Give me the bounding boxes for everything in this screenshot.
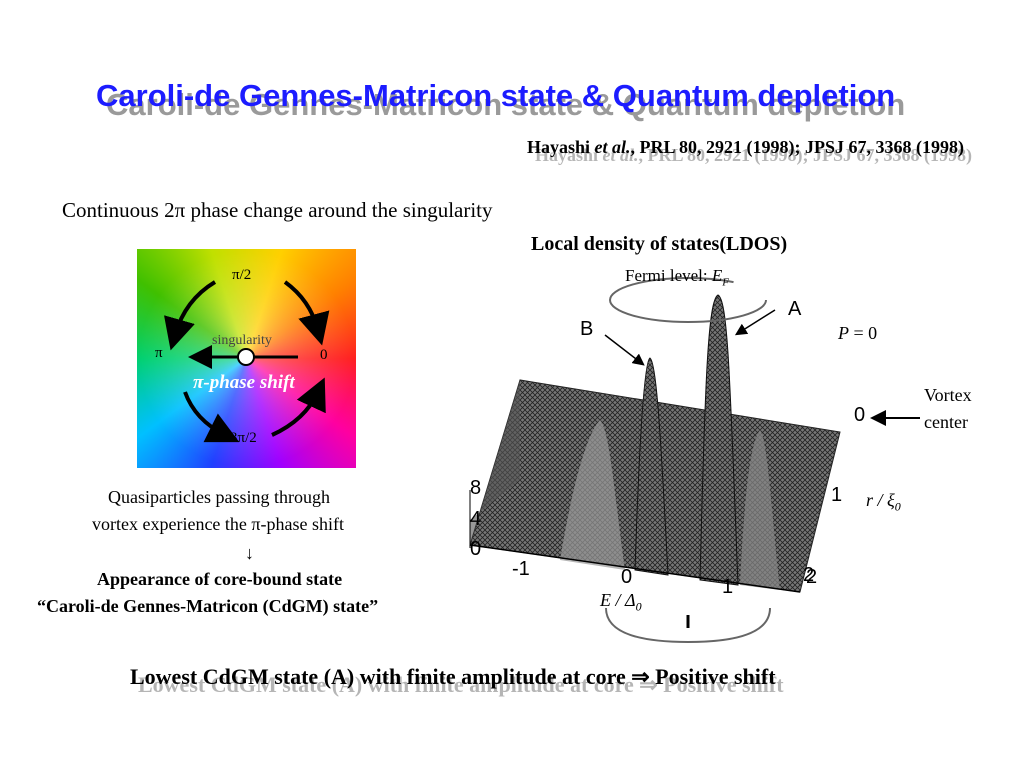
height-tick: 0: [470, 538, 482, 560]
fermi-arc: [609, 277, 767, 323]
ref-author: Hayashi: [526, 137, 595, 157]
slide-title: Caroli-de Gennes-Matricon state & Quantu…: [96, 78, 896, 113]
energy-tick: 0: [621, 566, 633, 588]
bottom-arc: [605, 607, 771, 644]
ldos-surface: [469, 294, 841, 593]
energy-tick: 2: [803, 564, 815, 586]
phase-label-bottom: 3π/2: [230, 430, 257, 446]
momentum-label: P = 0: [838, 323, 877, 344]
phase-label-left: π: [155, 345, 163, 361]
phase-label-top: π/2: [232, 267, 252, 283]
height-tick: 4: [470, 508, 482, 530]
momentum-rest: = 0: [849, 323, 878, 343]
vortex-label: Vortex: [924, 385, 972, 405]
down-arrow: ↓: [245, 543, 254, 563]
energy-tick: 1: [722, 576, 734, 598]
r-tick: 2: [806, 566, 818, 588]
energy-tick: -1: [512, 558, 530, 580]
reference: Hayashi et al., PRL 80, 2921 (1998); JPS…: [527, 137, 964, 158]
energy-symbol: E / Δ: [600, 590, 636, 610]
r-sub: 0: [894, 499, 901, 514]
r-label: r / ξ0: [866, 490, 901, 515]
vortex-label: center: [924, 412, 968, 432]
phase-caption: π-phase shift: [193, 372, 295, 393]
energy-sub: 0: [635, 599, 642, 614]
momentum-symbol: P: [838, 323, 849, 343]
peak-a-label: A: [788, 298, 802, 320]
arrow-b: [604, 334, 645, 366]
explanation-line: vortex experience the π-phase shift: [92, 514, 344, 534]
conclusion-line: Appearance of core-bound state: [97, 569, 343, 589]
fermi-sub: F: [722, 276, 729, 289]
phase-label-right: 0: [320, 347, 328, 363]
footer: Lowest CdGM state (A) with finite amplit…: [130, 664, 776, 689]
fermi-symbol: E: [711, 266, 723, 285]
height-tick: 8: [470, 477, 482, 499]
energy-label: E / Δ0: [600, 590, 642, 615]
singularity-point: [237, 348, 255, 366]
intro: Continuous 2π phase change around the si…: [62, 198, 493, 222]
ref-citation: , PRL 80, 2921 (1998); JPSJ 67, 3368 (19…: [630, 137, 964, 157]
r-symbol: r / ξ: [866, 490, 895, 510]
ref-etal: et al.: [594, 137, 631, 157]
r-tick: 0: [854, 404, 866, 426]
r-tick: 1: [831, 484, 843, 506]
arrow-a: [734, 309, 776, 336]
ldos-title: Local density of states(LDOS): [531, 233, 788, 255]
phase-arrows: [164, 280, 330, 443]
fermi-text: Fermi level:: [625, 266, 712, 285]
conclusion-line: “Caroli-de Gennes-Matricon (CdGM) state”: [37, 596, 379, 616]
explanation-line: Quasiparticles passing through: [108, 487, 330, 507]
singularity-label: singularity: [212, 333, 272, 348]
fermi-label: Fermi level: EF: [625, 266, 729, 288]
peak-b-label: B: [580, 318, 594, 340]
